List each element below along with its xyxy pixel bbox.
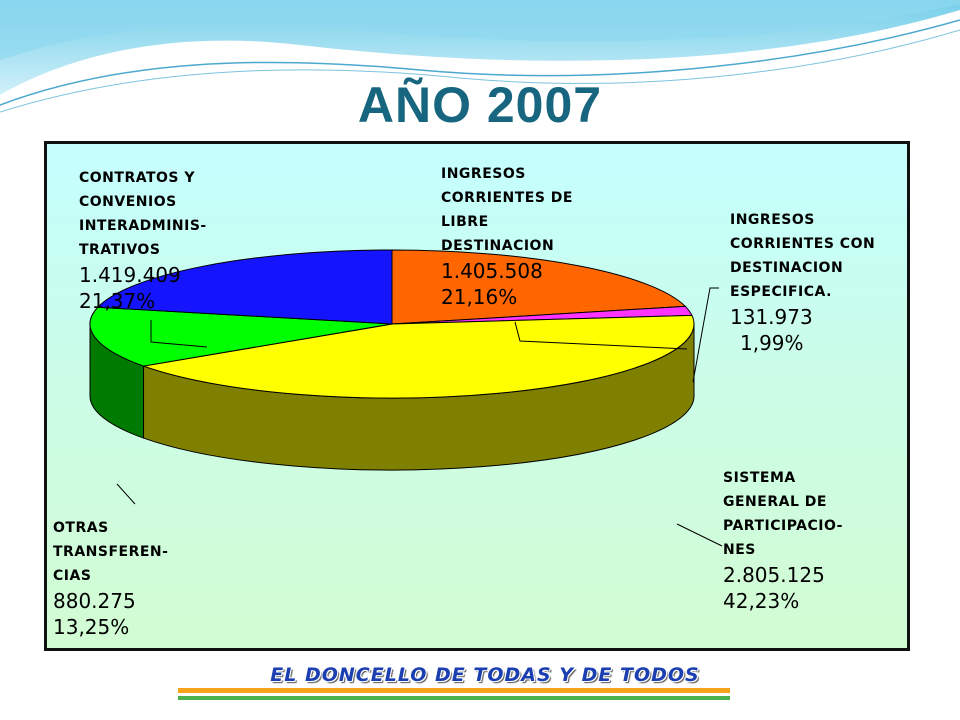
slice-name: ESPECIFICA. (730, 284, 832, 300)
pie-chart: INGRESOS CORRIENTES DE LIBRE DESTINACION… (44, 141, 910, 651)
leader-line (676, 523, 723, 547)
slice-otras-transferencias (89, 306, 393, 367)
slice-value: 880.275 (53, 589, 136, 613)
footer-stripe (178, 688, 730, 693)
slice-value: 131.973 (730, 305, 813, 329)
slice-name: GENERAL DE (723, 494, 827, 510)
slice-name: INGRESOS (441, 166, 526, 182)
slice-percent: 42,23% (723, 589, 800, 613)
slice-name: DESTINACION (730, 260, 844, 276)
slice-name: INGRESOS (730, 212, 815, 228)
slice-name: SISTEMA (723, 470, 796, 486)
slice-value: 2.805.125 (723, 563, 825, 587)
slice-sistema-general (141, 314, 695, 399)
slice-name: DESTINACION (441, 238, 555, 254)
slice-name: LIBRE (441, 214, 489, 230)
slice-percent: 21,16% (441, 285, 518, 309)
slice-name: TRATIVOS (79, 242, 161, 258)
slice-percent: 13,25% (53, 615, 130, 639)
header-wave-decoration (0, 0, 960, 113)
slide-title: AÑO 2007 (357, 77, 603, 133)
slice-percent: 21,37% (79, 289, 156, 313)
label-otras-transferencias: OTRAS TRANSFEREN- CIAS 880.275 13,25% (53, 516, 168, 640)
slice-libre-destinacion (391, 249, 687, 325)
slice-name: INTERADMINIS- (79, 218, 207, 234)
slice-value: 1.405.508 (441, 259, 543, 283)
footer-slogan: EL DONCELLO DE TODAS Y DE TODOS (270, 664, 700, 686)
label-ingresos-libre-destinacion: INGRESOS CORRIENTES DE LIBRE DESTINACION… (441, 162, 573, 310)
pie-chart-plot (89, 249, 723, 547)
slice-name: CORRIENTES CON (730, 236, 876, 252)
slice-value: 1.419.409 (79, 263, 181, 287)
slice-name: CONVENIOS (79, 194, 177, 210)
slice-name: CONTRATOS Y (79, 170, 196, 186)
slice-name: CORRIENTES DE (441, 190, 573, 206)
leader-line (150, 320, 208, 348)
footer-stripe (178, 696, 730, 700)
leader-line (692, 287, 719, 383)
slice-name: CIAS (53, 568, 92, 584)
label-ingresos-destinacion-especifica: INGRESOS CORRIENTES CON DESTINACION ESPE… (730, 208, 875, 356)
label-contratos-convenios: CONTRATOS Y CONVENIOS INTERADMINIS- TRAT… (79, 166, 207, 314)
slice-name: NES (723, 542, 756, 558)
slice-contratos-convenios (96, 249, 393, 325)
slice-name: PARTICIPACIO- (723, 518, 843, 534)
slice-name: OTRAS (53, 520, 109, 536)
leader-line (116, 483, 136, 505)
leader-line (514, 321, 688, 350)
slice-name: TRANSFEREN- (53, 544, 169, 560)
label-sistema-general-participaciones: SISTEMA GENERAL DE PARTICIPACIO- NES 2.8… (723, 466, 843, 614)
slice-percent: 1,99% (740, 331, 804, 355)
